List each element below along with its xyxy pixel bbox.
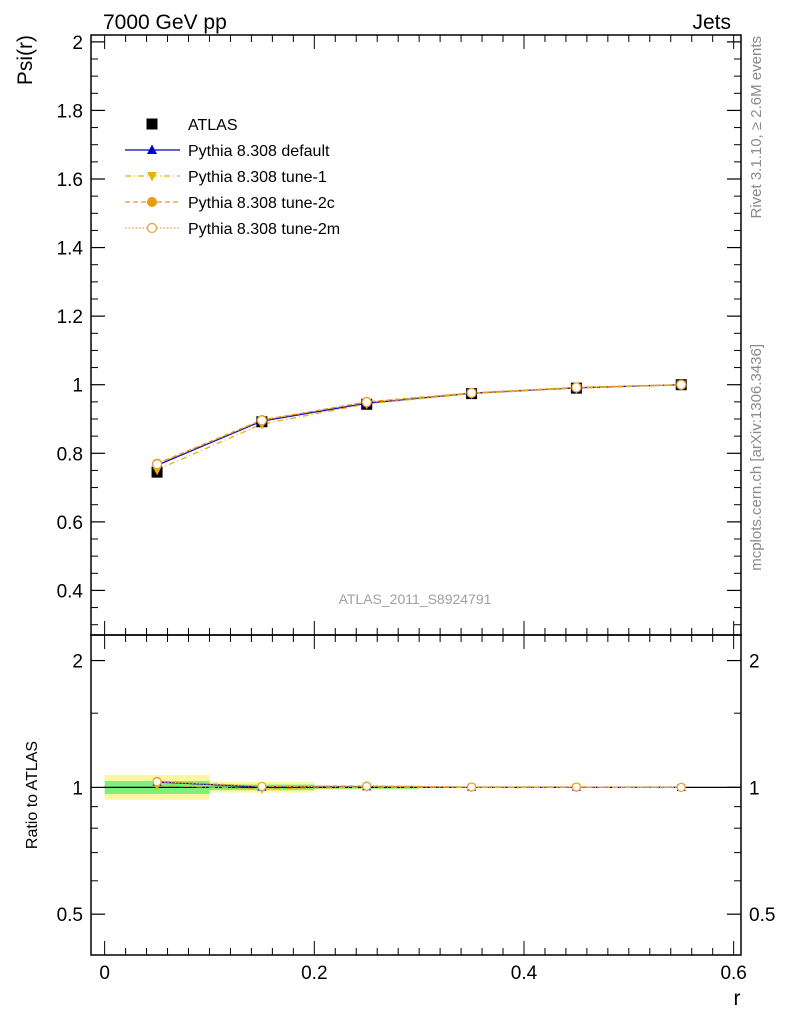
header-right: Jets [692, 11, 731, 34]
legend-marker [147, 197, 157, 207]
header-left: 7000 GeV pp [103, 11, 227, 34]
point-pythia-8-308-tune-2m [256, 415, 267, 426]
main-panel: 0.4 0.6 0.8 1 1.2 1.4 1.6 1.8 2 Psi(r) ATLAS_201… [14, 33, 742, 636]
main-y-tick-label: 1.2 [57, 307, 83, 328]
ratio-y-tick-label: 0.5 [57, 905, 83, 926]
series-line-pythia-8-308-tune-1 [156, 384, 682, 471]
ratio-y-tick-label-right: 1 [749, 778, 760, 799]
x-tick-label: 0.4 [511, 963, 538, 984]
main-y-tick-label: 0.6 [57, 513, 83, 534]
legend: ATLAS Pythia 8.308 default Pythia 8.308 tu… [125, 117, 340, 238]
ratio-y-tick-label-right: 0.5 [749, 905, 775, 926]
ratio-point-pythia-8-308-tune-2m [571, 782, 582, 792]
ratio-line-pythia-8-308-tune-1 [157, 784, 682, 790]
legend-marker [147, 172, 157, 182]
main-y-tick-label: 2 [72, 33, 83, 54]
main-y-tick-label: 1.4 [57, 239, 84, 260]
legend-marker [146, 222, 158, 234]
main-y-label: Psi(r) [14, 35, 37, 85]
main-y-tick-label: 1.8 [57, 101, 83, 122]
main-y-tick-label: 0.8 [57, 444, 83, 465]
legend-label: Pythia 8.308 tune-1 [188, 169, 327, 186]
main-y-tick-label: 0.4 [57, 581, 84, 602]
analysis-label: ATLAS_2011_S8924791 [339, 591, 492, 607]
ratio-y-tick-label: 1 [72, 778, 83, 799]
ratio-point-pythia-8-308-tune-2m [676, 782, 686, 792]
point-pythia-8-308-tune-2m [466, 387, 477, 399]
point-pythia-8-308-tune-2m [676, 379, 687, 390]
ratio-y-label: Ratio to ATLAS [24, 741, 41, 849]
point-pythia-8-308-tune-2m [571, 382, 582, 393]
ratio-y-tick-label-right: 2 [749, 652, 760, 673]
ratio-panel: 0.5 0.5 1 1 2 2 0 0.2 0.4 0.6 Ratio to ATLAS r [24, 634, 775, 1010]
point-pythia-8-308-tune-2m [151, 459, 163, 470]
ratio-point-pythia-8-308-tune-2m [152, 777, 162, 787]
legend-marker [147, 144, 157, 154]
x-tick-label: 0.6 [720, 963, 746, 984]
series-line-pythia-8-308-tune-2c [156, 384, 682, 465]
legend-label: Pythia 8.308 tune-2m [188, 221, 340, 238]
legend-label: ATLAS [188, 117, 238, 134]
ratio-y-tick-label: 2 [72, 652, 83, 673]
x-axis-label: r [734, 987, 741, 1010]
point-pythia-8-308-tune-2m [361, 397, 372, 408]
ratio-point-pythia-8-308-tune-2m [257, 781, 267, 792]
main-y-tick-label: 1 [72, 376, 83, 397]
series-line-pythia-8-308-tune-2m [156, 384, 682, 465]
legend-marker [146, 118, 158, 130]
ratio-line-pythia-8-308-tune-2c [157, 780, 682, 788]
ratio-frame [90, 634, 742, 956]
ratio-point-pythia-8-308-tune-2m [466, 782, 477, 792]
x-tick-label: 0.2 [301, 963, 327, 984]
rivet-label: Rivet 3.1.10, ≥ 2.6M events [748, 36, 765, 219]
x-tick-label: 0 [99, 963, 110, 984]
legend-label: Pythia 8.308 tune-2c [188, 195, 335, 212]
ratio-point-pythia-8-308-tune-2m [362, 781, 372, 791]
legend-label: Pythia 8.308 default [188, 143, 330, 160]
mcplots-label: mcplots.cern.ch [arXiv:1306.3436] [748, 344, 765, 571]
main-y-tick-label: 1.6 [57, 170, 83, 191]
